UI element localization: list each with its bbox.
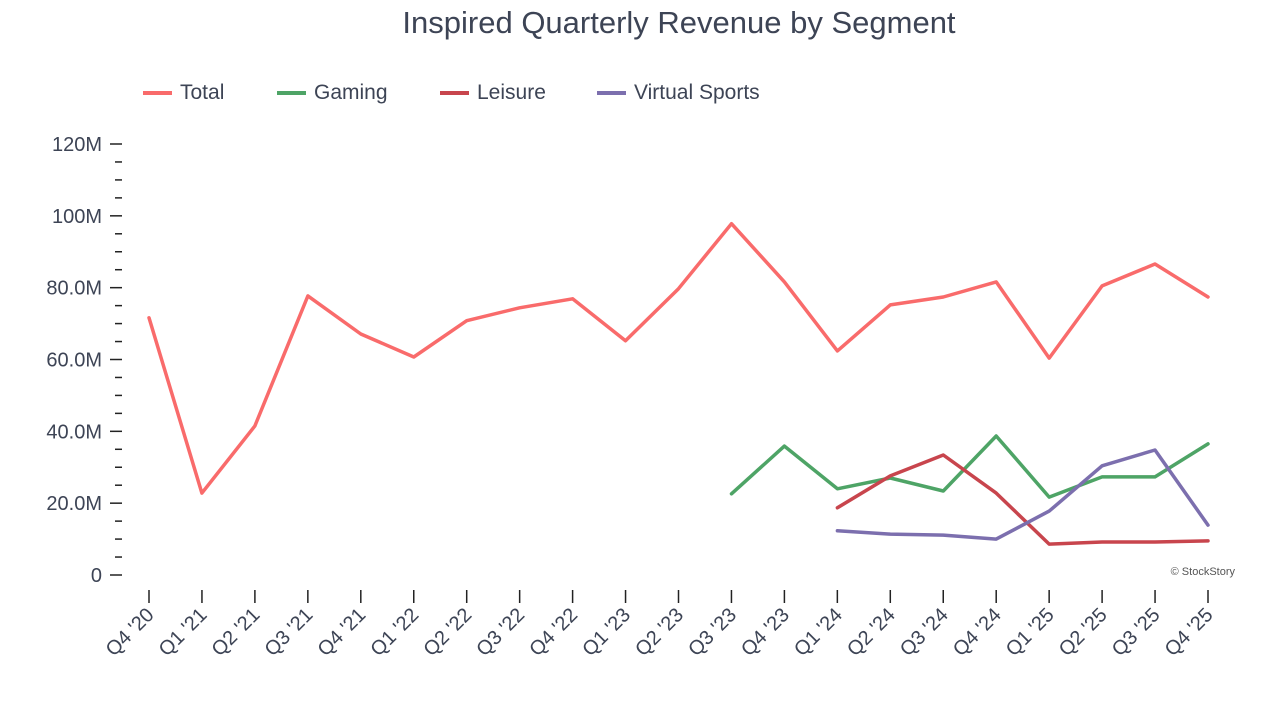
y-tick-label: 100M <box>52 206 102 228</box>
x-tick-label: Q4 '24 <box>949 604 1006 661</box>
y-tick-label: 60.0M <box>46 350 102 372</box>
x-tick-label: Q3 '24 <box>896 604 953 661</box>
x-tick-label: Q4 '21 <box>314 604 371 661</box>
legend-label-total: Total <box>180 81 224 104</box>
x-tick-label: Q4 '23 <box>737 604 794 661</box>
series-line-total <box>147 221 1210 495</box>
y-tick-label: 80.0M <box>46 278 102 300</box>
legend-label-leisure: Leisure <box>477 81 546 104</box>
x-tick-label: Q2 '23 <box>631 604 688 661</box>
x-tick-label: Q2 '22 <box>419 604 476 661</box>
x-tick-label: Q3 '22 <box>472 604 529 661</box>
x-tick-label: Q2 '24 <box>843 604 900 661</box>
legend: Total Gaming Leisure Virtual Sports <box>143 81 760 104</box>
x-tick-label: Q1 '25 <box>1002 604 1059 661</box>
x-tick-label: Q2 '25 <box>1055 604 1112 661</box>
chart-title: Inspired Quarterly Revenue by Segment <box>402 5 956 40</box>
legend-label-gaming: Gaming <box>314 81 388 104</box>
x-tick-label: Q1 '22 <box>366 604 423 661</box>
x-tick-label: Q1 '23 <box>578 604 635 661</box>
y-tick-label: 20.0M <box>46 493 102 515</box>
credit-label: © StockStory <box>1171 566 1236 578</box>
y-tick-label: 0 <box>91 565 102 587</box>
series-line-gaming <box>729 434 1210 499</box>
legend-label-virtual-sports: Virtual Sports <box>634 81 760 104</box>
y-axis: 0 20.0M 40.0M 60.0M 80.0M 100M 120M <box>46 134 122 587</box>
x-tick-label: Q4 '25 <box>1161 604 1218 661</box>
series-line-virtual-sports <box>835 448 1210 541</box>
x-tick-label: Q3 '21 <box>261 604 318 661</box>
x-tick-label: Q3 '23 <box>684 604 741 661</box>
x-tick-label: Q1 '24 <box>790 604 847 661</box>
x-tick-label: Q3 '25 <box>1108 604 1165 661</box>
x-tick-label: Q4 '22 <box>525 604 582 661</box>
x-tick-label: Q2 '21 <box>208 604 265 661</box>
y-tick-label: 40.0M <box>46 421 102 443</box>
y-tick-label: 120M <box>52 134 102 156</box>
x-tick-label: Q1 '21 <box>155 604 212 661</box>
x-tick-label: Q4 '20 <box>102 604 159 661</box>
series-lines <box>147 221 1210 546</box>
series-line-leisure <box>835 453 1210 546</box>
